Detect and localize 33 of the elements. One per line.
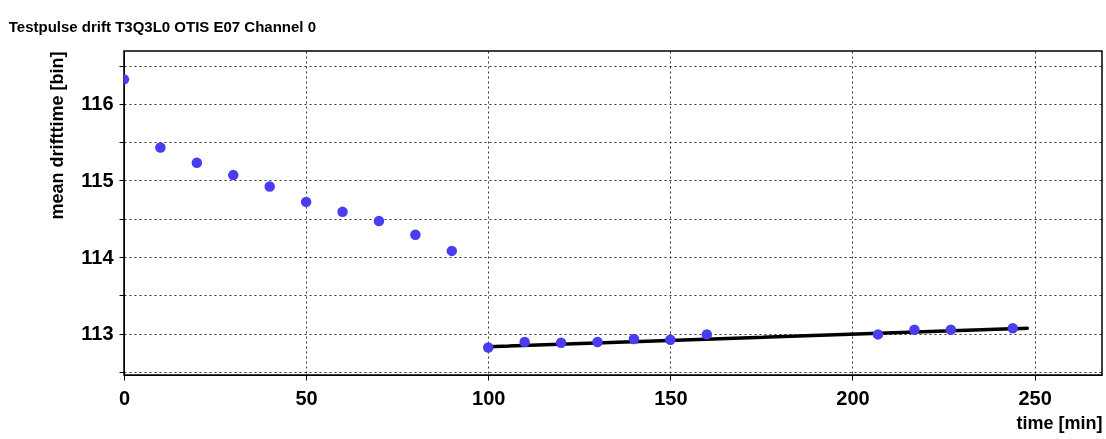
- point: [945, 324, 957, 336]
- y-tick-label: 115: [81, 168, 114, 191]
- x-tick-label: 50: [295, 386, 318, 409]
- point: [264, 181, 275, 192]
- y-tick-label: 116: [81, 92, 114, 115]
- point: [592, 336, 603, 348]
- point: [373, 215, 385, 227]
- point: [337, 206, 348, 218]
- point: [519, 336, 530, 348]
- point: [555, 337, 567, 349]
- x-tick-label: 250: [1018, 386, 1052, 409]
- chart-title: Testpulse drift T3Q3L0 OTIS E07 Channel 0: [8, 18, 317, 35]
- point: [483, 342, 494, 353]
- y-axis-title: mean drifttime [bin]: [47, 51, 68, 220]
- x-tick-label: 200: [836, 386, 870, 409]
- x-tick-label: 150: [654, 386, 688, 409]
- point: [228, 169, 239, 181]
- x-tick-label: 0: [118, 386, 131, 409]
- point: [155, 142, 166, 153]
- y-tick-label: 113: [81, 322, 114, 345]
- point: [628, 333, 640, 345]
- point: [191, 157, 203, 169]
- y-tick-label: 114: [81, 245, 115, 268]
- point: [300, 196, 312, 208]
- point: [410, 229, 421, 241]
- point: [665, 334, 676, 345]
- point: [872, 329, 884, 340]
- point: [446, 245, 458, 257]
- point: [1007, 323, 1018, 334]
- x-tick-label: 100: [472, 386, 506, 409]
- x-axis-title: time [min]: [1016, 412, 1103, 433]
- point: [701, 329, 713, 340]
- point: [909, 324, 920, 336]
